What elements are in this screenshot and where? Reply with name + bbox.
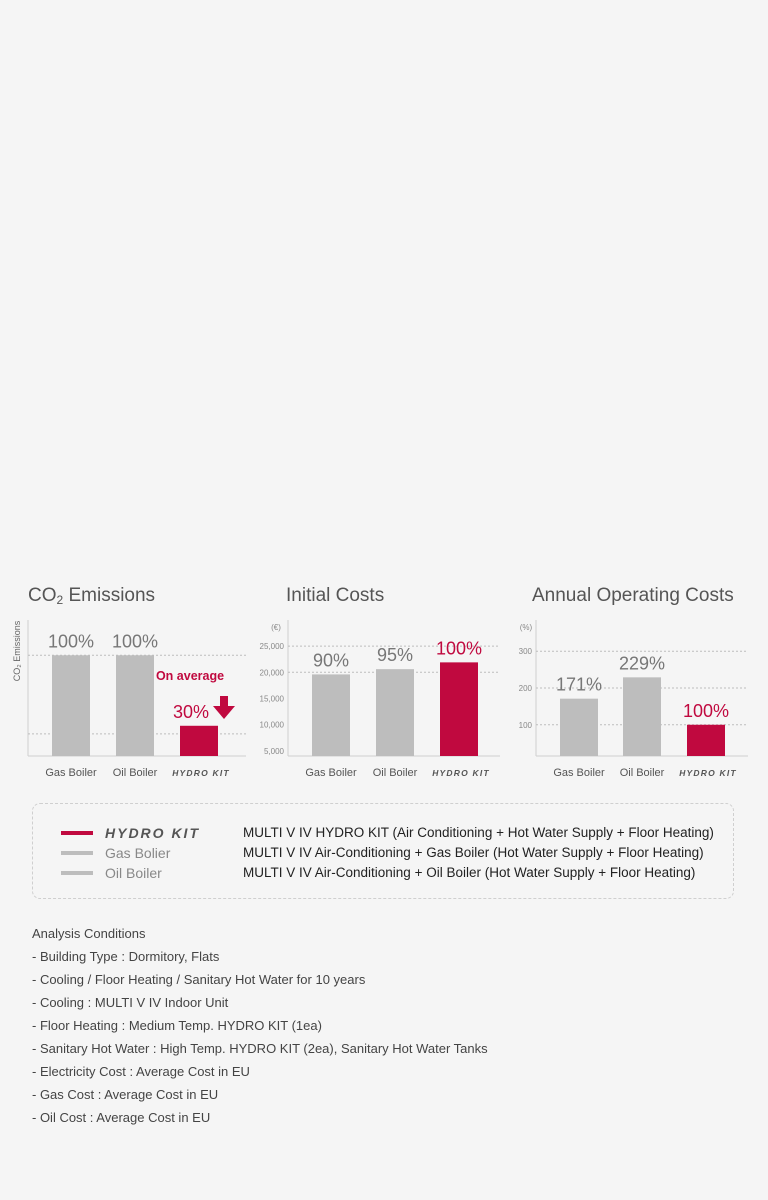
category-label: Gas Boiler <box>305 767 357 779</box>
bar <box>312 674 350 756</box>
category-label: HYDRO KIT <box>432 768 490 778</box>
analysis-line: - Cooling : MULTI V IV Indoor Unit <box>32 995 229 1010</box>
bar <box>376 669 414 756</box>
y-tick-label: 10,000 <box>260 721 285 730</box>
data-label: 100% <box>48 631 94 651</box>
annual-costs-chart-title: Annual Operating Costs <box>532 585 734 606</box>
category-label: Oil Boiler <box>113 767 158 779</box>
y-tick-label: 100 <box>519 721 533 730</box>
category-label: HYDRO KIT <box>679 768 737 778</box>
bar <box>560 698 598 756</box>
analysis-line: - Floor Heating : Medium Temp. HYDRO KIT… <box>32 1018 322 1033</box>
category-label: Gas Boiler <box>45 767 97 779</box>
analysis-title: Analysis Conditions <box>32 926 146 941</box>
bar <box>52 655 90 756</box>
analysis-line: - Building Type : Dormitory, Flats <box>32 949 220 964</box>
y-tick-label: 20,000 <box>260 668 285 677</box>
bar <box>116 655 154 756</box>
y-axis-label: CO₂ Emissions <box>12 620 22 681</box>
legend-swatch <box>61 871 93 875</box>
y-tick-label: 300 <box>519 647 533 656</box>
analysis-conditions: Analysis Conditions - Building Type : Do… <box>32 922 488 1129</box>
data-label: 100% <box>436 638 482 658</box>
down-arrow-icon <box>213 696 235 719</box>
co2-chart-panel: CO2 Emissions CO₂ Emissions 100% Gas Boile… <box>12 585 248 785</box>
legend-swatch <box>61 851 93 855</box>
legend-item-gas-boiler: Gas Bolier MULTI V IV Air-Conditioning +… <box>61 843 721 863</box>
data-label: 171% <box>556 675 602 695</box>
data-label: 100% <box>683 701 729 721</box>
legend: HYDRO KIT MULTI V IV HYDRO KIT (Air Cond… <box>32 803 734 899</box>
bar <box>440 662 478 756</box>
data-label: 229% <box>619 653 665 673</box>
legend-name: Gas Bolier <box>105 845 171 861</box>
analysis-line: - Electricity Cost : Average Cost in EU <box>32 1064 250 1079</box>
annual-costs-chart: (%) 100 200 300 171% Gas Boiler 229% Oil Boiler… <box>519 620 748 779</box>
co2-chart-title: CO2 Emissions <box>28 585 156 607</box>
category-label: HYDRO KIT <box>172 768 230 778</box>
co2-chart: CO₂ Emissions 100% Gas Boiler 100% Oil Boile… <box>12 620 246 779</box>
y-tick-label: 5,000 <box>264 747 285 756</box>
category-label: Oil Boiler <box>373 767 418 779</box>
analysis-line: - Sanitary Hot Water : High Temp. HYDRO … <box>32 1041 488 1056</box>
annual-costs-chart-panel: Annual Operating Costs (%) 100 200 300 171% G… <box>508 585 753 785</box>
legend-desc: MULTI V IV Air-Conditioning + Oil Boiler… <box>243 865 696 880</box>
y-tick-label: 15,000 <box>260 694 285 703</box>
data-label: 30% <box>173 702 209 722</box>
unit-label: (€) <box>271 623 281 632</box>
legend-swatch <box>61 831 93 835</box>
data-label: 90% <box>313 650 349 670</box>
legend-item-oil-boiler: Oil Boiler MULTI V IV Air-Conditioning +… <box>61 863 721 883</box>
bar <box>687 724 725 756</box>
annotation-label: On average <box>156 669 224 683</box>
legend-name: Oil Boiler <box>105 865 162 881</box>
unit-label: (%) <box>520 623 533 632</box>
analysis-line: - Oil Cost : Average Cost in EU <box>32 1110 211 1125</box>
initial-costs-chart-panel: Initial Costs (€) 5,000 10,000 15,000 20,000… <box>258 585 503 785</box>
y-tick-label: 25,000 <box>260 642 285 651</box>
data-label: 95% <box>377 645 413 665</box>
legend-item-hydro-kit: HYDRO KIT MULTI V IV HYDRO KIT (Air Cond… <box>61 823 721 843</box>
analysis-line: - Gas Cost : Average Cost in EU <box>32 1087 219 1102</box>
legend-desc: MULTI V IV Air-Conditioning + Gas Boiler… <box>243 845 704 860</box>
legend-desc: MULTI V IV HYDRO KIT (Air Conditioning +… <box>243 825 714 840</box>
category-label: Oil Boiler <box>620 767 665 779</box>
y-tick-label: 200 <box>519 684 533 693</box>
bar <box>180 725 218 756</box>
initial-costs-chart-title: Initial Costs <box>286 585 385 606</box>
legend-name: HYDRO KIT <box>105 825 200 841</box>
bar <box>623 677 661 756</box>
category-label: Gas Boiler <box>553 767 605 779</box>
data-label: 100% <box>112 631 158 651</box>
initial-costs-chart: (€) 5,000 10,000 15,000 20,000 25,000 90% Gas B… <box>260 620 500 779</box>
analysis-line: - Cooling / Floor Heating / Sanitary Hot… <box>32 972 366 987</box>
